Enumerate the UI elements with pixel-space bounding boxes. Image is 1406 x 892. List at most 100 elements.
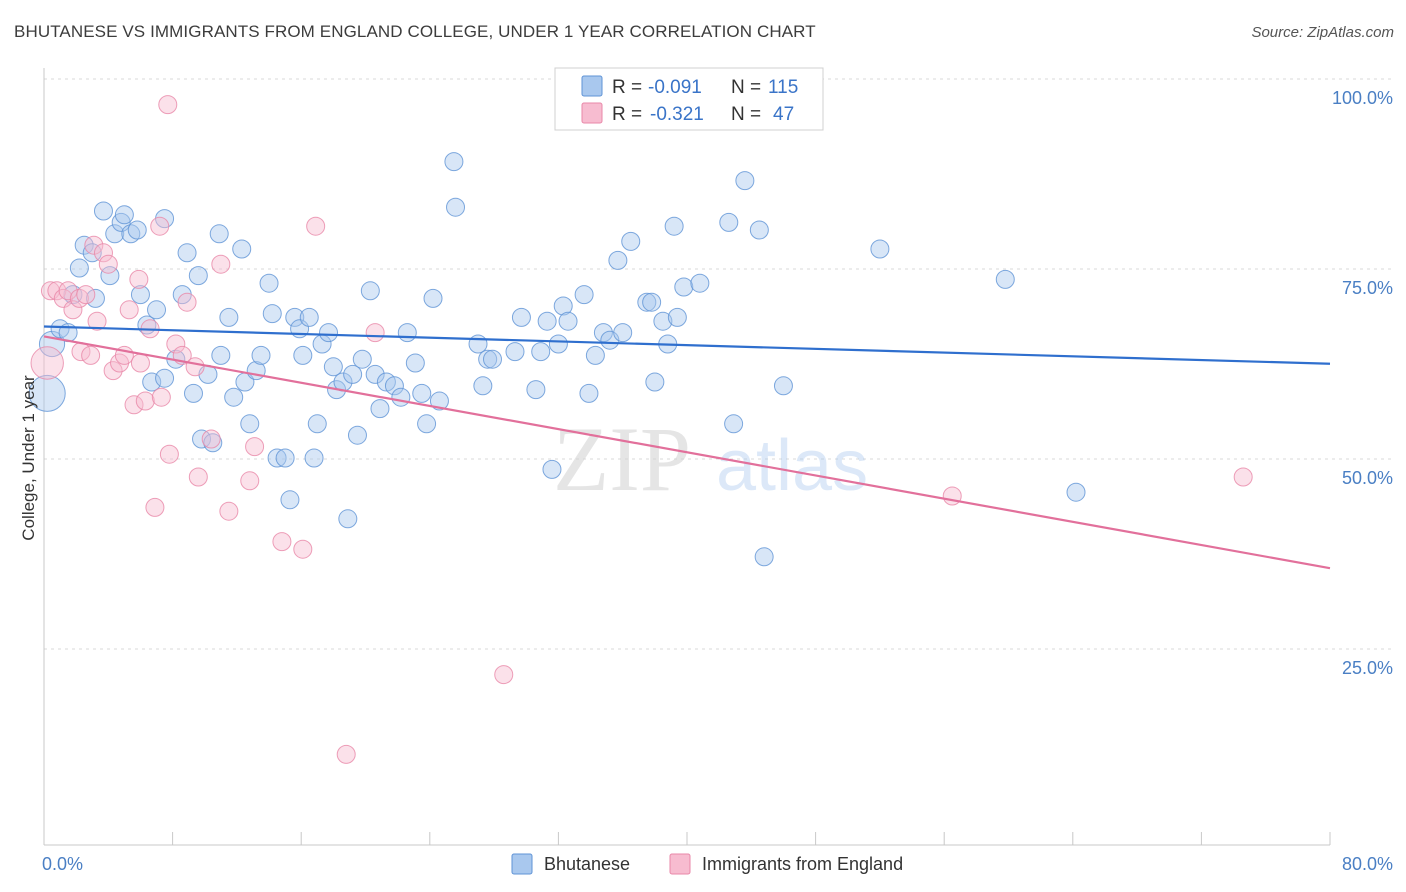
chart-title: BHUTANESE VS IMMIGRANTS FROM ENGLAND COL… <box>14 22 816 41</box>
point-england-8 <box>76 285 96 305</box>
point-england-25 <box>151 387 171 407</box>
point-england-2 <box>47 281 67 301</box>
point-bhutanese-87 <box>579 383 599 403</box>
legend-r-value-1: -0.091 <box>648 77 702 98</box>
point-bhutanese-33 <box>224 387 244 407</box>
series-legend: Bhutanese Immigrants from England <box>511 853 903 875</box>
point-bhutanese-60 <box>365 364 385 384</box>
point-bhutanese-61 <box>370 399 390 419</box>
point-bhutanese-93 <box>621 231 641 251</box>
point-bhutanese-105 <box>735 171 755 191</box>
point-bhutanese-18 <box>142 372 162 392</box>
point-bhutanese-11 <box>105 224 125 244</box>
point-bhutanese-25 <box>183 383 203 403</box>
point-bhutanese-42 <box>275 448 295 468</box>
point-bhutanese-49 <box>307 414 327 434</box>
watermark: ZIP atlas <box>553 408 868 510</box>
y-tick-labels: 25.0% 50.0% 75.0% 100.0% <box>1332 88 1393 678</box>
point-bhutanese-92 <box>613 323 633 343</box>
point-bhutanese-51 <box>319 323 339 343</box>
point-england-46 <box>1233 467 1253 487</box>
point-bhutanese-79 <box>526 380 546 400</box>
point-england-23 <box>145 497 165 517</box>
point-bhutanese-5 <box>69 258 89 278</box>
legend-r-label-1: R = <box>612 77 642 98</box>
point-england-35 <box>219 501 239 521</box>
point-bhutanese-73 <box>468 334 488 354</box>
point-bhutanese-111 <box>1066 482 1086 502</box>
point-bhutanese-39 <box>259 273 279 293</box>
point-england-24 <box>150 216 170 236</box>
point-bhutanese-16 <box>130 285 150 305</box>
point-bhutanese-56 <box>343 364 363 384</box>
point-bhutanese-68 <box>417 414 437 434</box>
point-bhutanese-91 <box>608 250 628 270</box>
trend-lines <box>43 325 1331 570</box>
point-england-39 <box>293 539 313 559</box>
point-bhutanese-75 <box>478 349 498 369</box>
y-tick-label-75: 75.0% <box>1342 278 1393 298</box>
bottom-legend-label-england: Immigrants from England <box>702 854 903 874</box>
point-england-11 <box>87 311 107 331</box>
point-england-42 <box>365 323 385 343</box>
x-tick-label-max: 80.0% <box>1342 854 1393 874</box>
point-bhutanese-66 <box>405 353 425 373</box>
watermark-atlas: atlas <box>716 426 868 506</box>
legend-swatch-pink <box>581 102 603 124</box>
point-bhutanese-76 <box>482 349 502 369</box>
y-tick-label-100: 100.0% <box>1332 88 1393 108</box>
point-england-38 <box>272 532 292 552</box>
point-bhutanese-84 <box>553 296 573 316</box>
point-bhutanese-21 <box>155 368 175 388</box>
point-bhutanese-30 <box>209 224 229 244</box>
point-england-13 <box>98 254 118 274</box>
point-bhutanese-86 <box>574 285 594 305</box>
point-bhutanese-109 <box>870 239 890 259</box>
point-bhutanese-13 <box>114 205 134 225</box>
point-england-36 <box>240 471 260 491</box>
point-england-31 <box>185 357 205 377</box>
point-bhutanese-8 <box>85 288 105 308</box>
series-england-points <box>30 87 1253 764</box>
point-bhutanese-9 <box>93 201 113 221</box>
point-bhutanese-88 <box>585 345 605 365</box>
point-england-28 <box>166 334 186 354</box>
point-bhutanese-40 <box>262 304 282 324</box>
point-bhutanese-110 <box>995 269 1015 289</box>
point-england-41 <box>336 744 356 764</box>
point-bhutanese-107 <box>754 547 774 567</box>
point-bhutanese-71 <box>444 152 464 172</box>
point-bhutanese-48 <box>304 448 324 468</box>
point-england-17 <box>119 300 139 320</box>
y-tick-label-50: 50.0% <box>1342 468 1393 488</box>
point-bhutanese-103 <box>719 212 739 232</box>
legend-n-label-1: N = <box>731 77 761 98</box>
trend-line-bhutanese <box>43 325 1331 365</box>
point-bhutanese-104 <box>724 414 744 434</box>
point-england-10 <box>84 235 104 255</box>
legend-n-value-1: 115 <box>768 77 798 98</box>
stats-legend: R = -0.091 N = 115 R = -0.321 N = 47 <box>554 67 824 131</box>
point-england-9 <box>81 345 101 365</box>
point-bhutanese-59 <box>360 281 380 301</box>
trend-line-england <box>43 335 1331 570</box>
point-bhutanese-69 <box>423 288 443 308</box>
point-england-40 <box>306 216 326 236</box>
point-bhutanese-97 <box>653 311 673 331</box>
point-bhutanese-95 <box>642 292 662 312</box>
point-bhutanese-26 <box>188 266 208 286</box>
point-england-43 <box>494 665 514 685</box>
point-bhutanese-101 <box>674 277 694 297</box>
point-bhutanese-77 <box>505 342 525 362</box>
point-bhutanese-6 <box>74 235 94 255</box>
legend-n-label-2: N = <box>731 104 761 125</box>
point-bhutanese-31 <box>211 345 231 365</box>
point-bhutanese-57 <box>347 425 367 445</box>
point-england-34 <box>211 254 231 274</box>
point-bhutanese-65 <box>397 323 417 343</box>
point-bhutanese-0 <box>28 374 66 412</box>
point-bhutanese-36 <box>240 414 260 434</box>
point-bhutanese-81 <box>537 311 557 331</box>
point-bhutanese-100 <box>667 307 687 327</box>
